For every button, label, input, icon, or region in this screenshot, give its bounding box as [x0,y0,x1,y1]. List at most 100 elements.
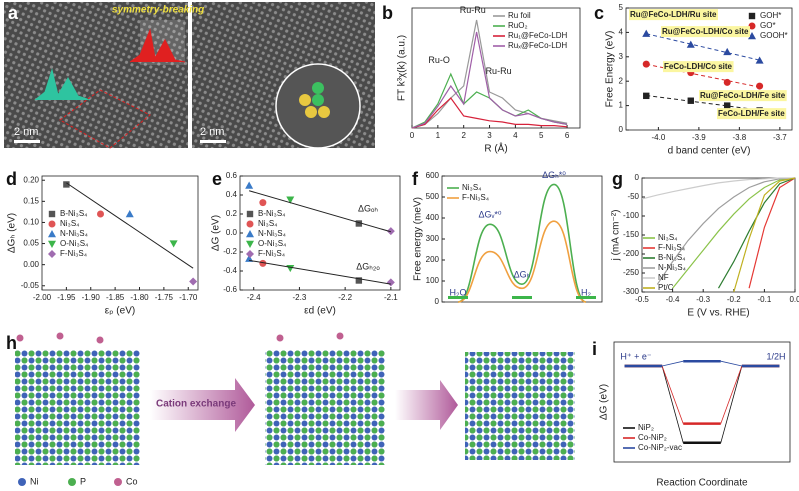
surface-pad [512,296,532,299]
x-tick-label: -0.3 [696,295,710,304]
y-tick-label: 0.10 [23,218,39,227]
legend-label: Ni₃S₄ [658,233,677,242]
panel-label: d [6,169,17,189]
fit-line [249,190,391,233]
fit-line [646,33,760,61]
x-tick-label: -1.95 [57,293,76,302]
y-tick-label: 0 [435,297,440,306]
legend-marker [18,478,26,486]
annotation: Ru-O [428,55,450,65]
data-point [245,181,254,189]
data-line [411,97,568,129]
legend-label: GOH* [760,11,781,20]
plot-frame [613,341,791,463]
y-tick-label: 600 [426,171,440,180]
annotation-box [663,61,734,73]
data-point [97,210,104,218]
legend-marker [246,210,254,218]
x-tick-label: -2.4 [247,293,261,302]
panel-label: g [612,169,623,189]
legend-marker [48,240,56,248]
legend-label: NiP₂ [638,423,654,432]
y-tick-label: 0 [635,173,640,182]
y-tick-label: 5 [619,3,624,12]
y-axis-label: ΔGₕ (eV) [7,213,18,253]
annotation-box [661,26,751,38]
data-point [259,259,267,267]
data-point [169,240,178,248]
plot-frame [625,7,793,131]
legend-marker [48,220,56,228]
arrow-label: Cation exchange [156,399,236,410]
annotation: symmetry-breaking [112,5,204,16]
legend-label: NF [658,273,669,282]
level-connector [720,365,743,443]
lattice-block [465,352,575,460]
x-tick-label: 0 [410,131,415,140]
y-tick-label: 3 [619,52,624,61]
state-label: H₂O [450,287,467,297]
legend-label: F-Ni₃S₄ [658,243,685,252]
panel-label: b [382,3,393,23]
panel-label: a [8,3,19,23]
legend-label: N-Ni₃S₄ [258,229,286,238]
y-tick-label: 300 [426,234,440,243]
state-label: H₂ [581,287,591,297]
co-atom [276,334,284,342]
data-line [411,31,568,129]
x-tick-label: -3.7 [773,133,787,142]
legend-label: Ni₃S₄ [60,219,79,228]
y-tick-label: -200 [623,249,640,258]
y-tick-label: 400 [426,213,440,222]
level-connector [720,365,743,424]
legend-label: Pt/C [658,283,674,292]
legend-label: Ni [30,476,39,486]
x-tick-label: -2.1 [384,293,398,302]
surface-pad [448,296,468,299]
data-point [259,199,267,207]
level-connector [662,360,684,367]
legend-label: N-Ni₃S₄ [60,229,88,238]
state-label: H⁺ + e⁻ [620,351,652,361]
data-line [672,177,796,289]
data-point [189,277,198,286]
state-label: 1/2H [766,351,785,361]
arrow [395,380,458,430]
legend-label: Ru foil [508,11,531,20]
x-tick-label: -1.90 [82,293,101,302]
y-tick-label: 0.20 [23,175,39,184]
y-tick-label: 200 [426,255,440,264]
co-atom [16,334,24,342]
annotation: Ru-Ru [460,5,486,15]
legend-label: B-Ni₃S₄ [258,209,285,218]
y-axis-label: ΔG (eV) [599,384,610,420]
x-axis-label: εd (eV) [304,306,336,317]
legend-label: F-Ni₃S₄ [258,249,285,258]
legend-label: O-Ni₃S₄ [60,239,88,248]
panel-label: i [592,339,597,359]
annotation: Ru@FeCo-LDH/Co site [662,27,749,36]
y-axis-label: Free energy (meV) [413,197,424,281]
atom [312,94,324,106]
y-tick-label: 2 [619,76,624,85]
panel-a: a symmetry-breaking 2 nm 2 nm [4,2,375,149]
x-tick-label: -1.85 [106,293,125,302]
energy-profile [457,183,587,303]
legend-label: F-Ni₃S₄ [462,193,489,202]
data-point [245,254,254,262]
scale-bar [200,140,226,143]
x-tick-label: -1.75 [155,293,174,302]
x-tick-label: 5 [539,131,544,140]
data-point [386,278,395,287]
legend-marker [68,478,76,486]
annotation-box [717,108,787,120]
panel-label: c [594,3,604,23]
annotation: Ru@FeCo-LDH/Fe site [700,91,786,100]
legend-marker [48,210,56,218]
y-tick-label: 500 [426,192,440,201]
x-tick-label: -3.8 [732,133,746,142]
legend-label: Ni₃S₄ [258,219,277,228]
y-tick-label: 0 [619,125,624,134]
annotation-box [629,9,719,21]
x-tick-label: -3.9 [692,133,706,142]
